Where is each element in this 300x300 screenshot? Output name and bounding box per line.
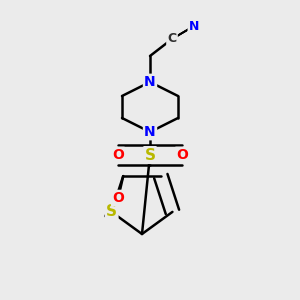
Text: C: C	[167, 32, 177, 46]
Text: O: O	[112, 191, 124, 205]
Text: S: S	[106, 204, 117, 219]
Text: O: O	[176, 148, 188, 162]
Text: S: S	[145, 148, 155, 163]
Text: N: N	[144, 75, 156, 89]
Text: O: O	[112, 148, 124, 162]
Text: N: N	[189, 20, 199, 32]
Text: N: N	[144, 125, 156, 139]
